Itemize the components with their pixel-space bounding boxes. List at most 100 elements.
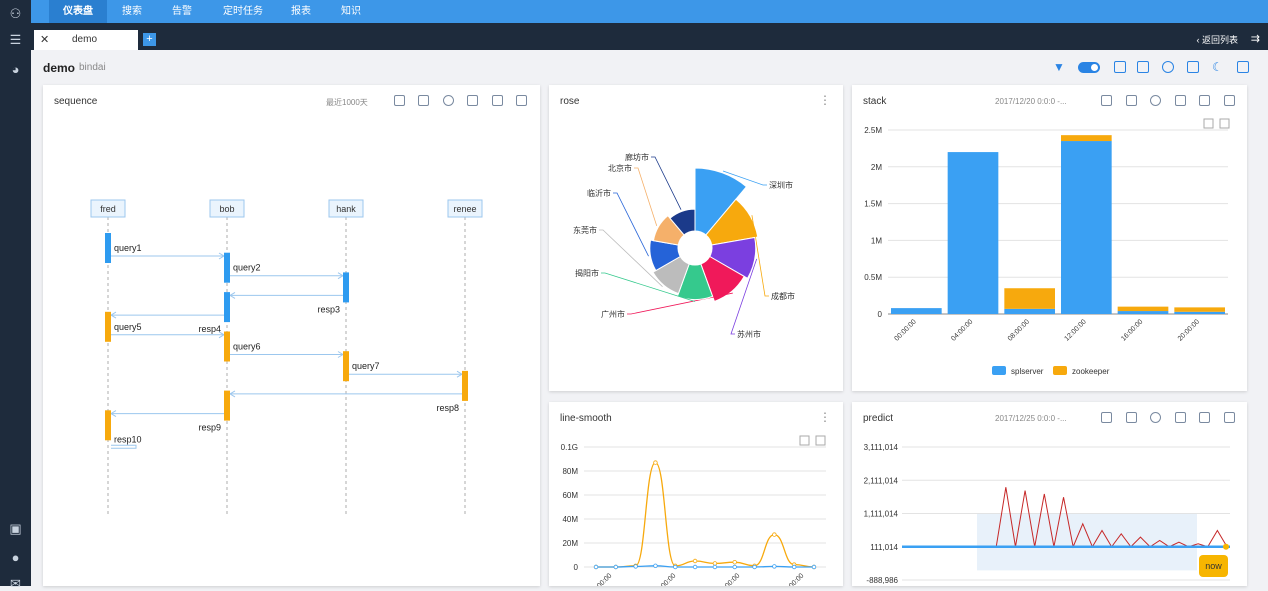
rose-slice: [652, 255, 690, 295]
actor-label: bob: [219, 204, 234, 214]
panel-rose: rose ⋮ 深圳市 成都市 苏州市 广州市 揭阳市 东莞市 临沂市 北京市 廊坊市: [549, 85, 843, 391]
refresh-icon[interactable]: [1150, 412, 1161, 423]
close-icon[interactable]: ✕: [40, 34, 50, 46]
legend-label: splserver: [1011, 367, 1044, 376]
bar-splserver: [1117, 311, 1169, 314]
now-button[interactable]: now: [1199, 555, 1228, 577]
data-point: [653, 460, 658, 465]
delete-icon[interactable]: [1224, 412, 1235, 423]
import-icon[interactable]: [1137, 61, 1149, 73]
dashboard-header: demo bindai ▼ ☾: [31, 50, 1268, 82]
data-point: [613, 564, 619, 570]
x-tick-label: 00:00: [660, 572, 677, 586]
nav-knowledge[interactable]: 知识: [341, 6, 361, 17]
line-smooth-chart: 0 20M 40M 60M 80M 0.1G 00:00 00:00 00:00 00:00: [561, 435, 826, 586]
nav-scheduled[interactable]: 定时任务: [223, 6, 263, 17]
message-arrow: [111, 444, 137, 449]
refresh-icon[interactable]: [443, 95, 454, 106]
activation-bar: [343, 351, 349, 382]
message-label: query2: [233, 263, 261, 273]
slice-label: 广州市: [601, 309, 625, 319]
series-line: [596, 565, 814, 568]
slice-leader: [722, 170, 767, 186]
add-panel-icon[interactable]: [1114, 61, 1126, 73]
logo-icon[interactable]: ⚇: [9, 6, 22, 21]
nav-alert[interactable]: 告警: [172, 6, 192, 17]
time-range-select[interactable]: 2017/12/25 0:0:0 -...: [995, 414, 1067, 423]
delete-icon[interactable]: [516, 95, 527, 106]
tab-bar: ✕ demo + ‹ 返回列表 ⇉: [31, 23, 1268, 50]
y-tick-label: 80M: [562, 467, 578, 476]
y-tick-label: 2,111,014: [864, 476, 899, 485]
message-label: resp4: [198, 324, 221, 334]
more-menu-icon[interactable]: ⋮: [819, 410, 831, 424]
refresh-icon[interactable]: [1162, 61, 1174, 73]
slice-label: 北京市: [608, 163, 632, 173]
y-tick-label: 2M: [871, 163, 882, 172]
delete-icon[interactable]: [1224, 95, 1235, 106]
expand-icon[interactable]: [492, 95, 503, 106]
top-nav: 仪表盘 搜索 告警 定时任务 报表 知识: [31, 0, 1268, 23]
expand-icon[interactable]: [1199, 95, 1210, 106]
zoom-icon: [1203, 118, 1214, 129]
table-view-icon[interactable]: [1101, 412, 1112, 423]
download-icon[interactable]: [1175, 95, 1186, 106]
y-tick-label: 2.5M: [864, 126, 882, 135]
fold-icon[interactable]: ⇉: [1250, 33, 1260, 45]
time-range-select[interactable]: 最近1000天: [326, 98, 368, 107]
refresh-icon[interactable]: [1150, 95, 1161, 106]
add-tab-button[interactable]: +: [143, 33, 156, 46]
nav-search[interactable]: 搜索: [122, 6, 142, 17]
theme-moon-icon[interactable]: ☾: [1212, 60, 1223, 74]
settings-icon[interactable]: [1126, 412, 1137, 423]
data-point: [673, 564, 678, 570]
table-view-icon[interactable]: [394, 95, 405, 106]
fullscreen-icon[interactable]: [1237, 61, 1249, 73]
x-tick-label: 16:00:00: [1120, 318, 1144, 342]
slice-leader: [601, 272, 696, 302]
download-icon[interactable]: [1175, 412, 1186, 423]
user-icon[interactable]: ●: [11, 550, 20, 565]
dashboard-pie-icon[interactable]: ◕: [11, 62, 20, 77]
actor-label: renee: [453, 204, 476, 214]
bar-zookeeper: [1061, 135, 1112, 142]
nav-report[interactable]: 报表: [291, 6, 311, 17]
message-label: resp8: [436, 403, 459, 413]
back-to-list-link[interactable]: ‹ 返回列表: [1196, 35, 1238, 45]
y-tick-label: 0.5M: [864, 273, 882, 282]
panel-title: line-smooth: [560, 413, 612, 424]
panel-title: rose: [560, 96, 580, 107]
chat-icon[interactable]: ▣: [9, 521, 22, 536]
panel-line-smooth: line-smooth ⋮ 0 20M 40M 60M 80M 0.1G 00:00 00:0…: [549, 402, 843, 586]
back-label: 返回列表: [1201, 35, 1238, 45]
tab-demo[interactable]: ✕ demo: [34, 30, 138, 50]
download-icon[interactable]: [467, 95, 478, 106]
table-view-icon[interactable]: [1101, 95, 1112, 106]
message-label: query5: [114, 322, 142, 332]
data-point: [752, 564, 757, 570]
expand-icon[interactable]: [1199, 412, 1210, 423]
rose-slice: [705, 198, 759, 246]
message-label: query7: [352, 361, 380, 371]
settings-icon[interactable]: [1126, 95, 1137, 106]
time-range-select[interactable]: 2017/12/20 0:0:0 -...: [995, 97, 1067, 106]
filter-icon[interactable]: ▼: [1053, 60, 1065, 74]
rose-slice: [649, 239, 681, 272]
activation-bar: [105, 311, 111, 342]
rose-slice: [709, 236, 757, 280]
rose-slice: [652, 214, 685, 246]
nav-dashboard[interactable]: 仪表盘: [49, 0, 107, 23]
mail-icon[interactable]: ✉: [10, 576, 21, 591]
slice-label: 揭阳市: [575, 268, 599, 278]
settings-icon[interactable]: [418, 95, 429, 106]
slice-leader: [613, 192, 649, 257]
activation-bar: [462, 370, 468, 401]
auto-refresh-toggle[interactable]: [1078, 62, 1100, 73]
actor-box: [328, 199, 364, 218]
more-menu-icon[interactable]: ⋮: [819, 93, 831, 107]
activation-bar: [224, 390, 230, 421]
calendar-icon[interactable]: [1187, 61, 1199, 73]
sequence-chart: fred bob hank renee query1 query2 resp3 resp4 qu…: [90, 199, 483, 515]
actor-box: [209, 199, 245, 218]
menu-list-icon[interactable]: ☰: [9, 32, 22, 47]
